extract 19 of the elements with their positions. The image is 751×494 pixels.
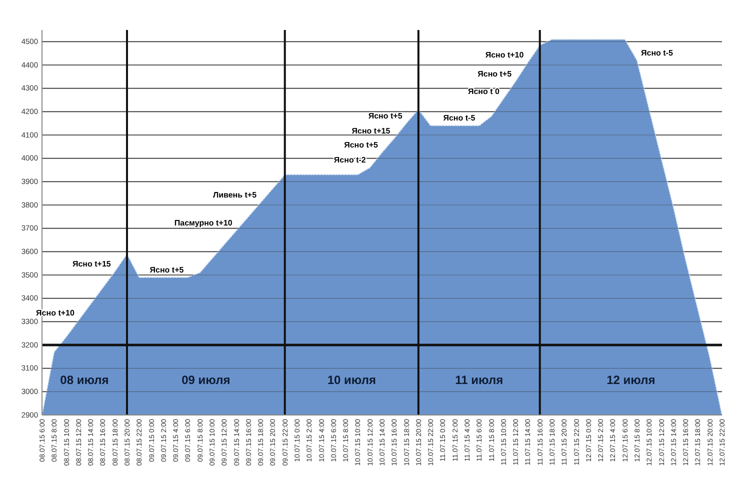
annotation: 10 июля: [327, 373, 376, 388]
annotation: 09 июля: [182, 373, 230, 388]
annotation: 08 июля: [60, 373, 109, 388]
annotation: 12 июля: [606, 373, 656, 388]
annotation: Ясно t+10: [485, 50, 524, 60]
annotation: Ясно t+15: [352, 126, 391, 136]
annotation: Ясно t-2: [334, 156, 366, 165]
annotation: Ясно t-5: [641, 48, 674, 58]
annotation: Ясно t+5: [368, 111, 403, 120]
annotation: Ясно t+5: [478, 69, 512, 78]
annotation: Ясно t+5: [150, 265, 184, 274]
annotation: 11 июля: [455, 373, 504, 388]
annotation: Ясно t+5: [344, 140, 379, 150]
annotation: Ясно t+15: [72, 260, 112, 268]
annotation: Ливень t+5: [213, 190, 258, 200]
annotation: Ясно t+10: [36, 308, 75, 318]
annotation: Ясно t-5: [443, 114, 476, 123]
annotation: Пасмурно t+10: [174, 218, 233, 228]
annotation: Ясно t 0: [468, 86, 500, 96]
